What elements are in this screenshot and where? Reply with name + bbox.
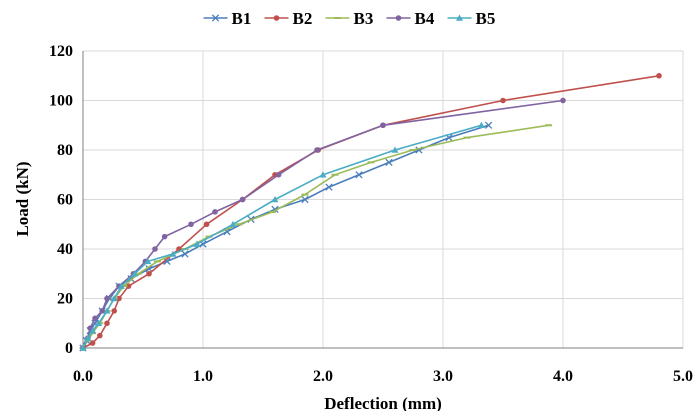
data-point-b2 — [104, 320, 110, 327]
data-point-b1 — [325, 183, 333, 191]
series-line-b3 — [82, 124, 549, 349]
data-point-b4 — [188, 221, 194, 228]
x-tick-label: 3.0 — [433, 368, 453, 385]
legend-label-b2: B2 — [293, 9, 313, 28]
data-point-b1 — [385, 158, 393, 167]
series-b2 — [80, 72, 662, 351]
y-tick-label: 120 — [49, 43, 73, 60]
data-point-b5 — [271, 196, 279, 203]
data-point-b5 — [117, 282, 125, 289]
series-line-b5 — [82, 124, 482, 349]
legend-item-b5: B5 — [447, 9, 496, 28]
y-tick-label: 40 — [57, 241, 73, 258]
data-point-b2 — [125, 283, 132, 289]
data-point-b2 — [656, 72, 662, 79]
data-point-b4 — [212, 209, 218, 215]
data-point-b5 — [319, 171, 327, 178]
data-point-b5 — [103, 307, 111, 314]
data-point-b1 — [484, 121, 493, 129]
data-point-b2 — [500, 97, 506, 104]
data-point-b1 — [145, 265, 153, 273]
data-point-b1 — [181, 250, 189, 258]
data-point-b4 — [161, 233, 168, 240]
data-point-b5 — [193, 240, 201, 247]
legend-item-b2: B2 — [264, 9, 313, 28]
data-point-b2 — [111, 308, 117, 314]
legend-marker-b1 — [211, 14, 220, 22]
data-point-b2 — [97, 332, 103, 339]
axes: 0 20 40 60 80 100 120 0.0 1.0 2.0 3.0 4.0 5.0 — [49, 43, 693, 385]
legend-item-b3: B3 — [325, 9, 374, 28]
legend-item-b4: B4 — [386, 9, 435, 28]
data-point-b5 — [169, 250, 177, 257]
y-axis-title: Load (kN) — [13, 161, 32, 236]
x-tick-label: 2.0 — [313, 368, 333, 385]
series-line-b2 — [82, 75, 660, 349]
data-point-b5 — [477, 121, 485, 129]
grid — [83, 50, 684, 348]
data-point-b2 — [89, 340, 96, 346]
y-tick-label: 20 — [57, 291, 73, 308]
data-point-b4 — [92, 315, 98, 322]
data-point-b4 — [99, 308, 105, 314]
x-tick-label: 1.0 — [193, 368, 213, 385]
data-point-b2 — [116, 295, 122, 302]
x-axis-title: Deflection (mm) — [324, 394, 442, 411]
y-tick-label: 100 — [49, 93, 73, 110]
data-point-b5 — [391, 146, 399, 153]
data-point-b1 — [301, 195, 309, 204]
legend-marker-b5 — [456, 14, 463, 21]
data-point-b4 — [104, 295, 110, 302]
legend-label-b4: B4 — [415, 9, 435, 28]
y-tick-label: 60 — [57, 192, 73, 209]
series-b3 — [79, 124, 553, 349]
data-point-b5 — [229, 220, 237, 228]
data-point-b4 — [239, 196, 246, 203]
data-point-b1 — [163, 257, 171, 266]
y-tick-label: 80 — [57, 142, 73, 159]
data-point-b4 — [314, 147, 320, 153]
legend-item-b1: B1 — [203, 9, 252, 28]
legend: B1 B2 B3 B4 B5 — [203, 9, 496, 28]
data-point-b5 — [89, 327, 97, 334]
data-point-b2 — [146, 270, 152, 277]
data-point-b5 — [95, 319, 103, 327]
data-point-b5 — [131, 270, 139, 277]
data-point-b2 — [203, 221, 210, 228]
legend-marker-b4 — [395, 15, 402, 21]
data-point-b5 — [144, 257, 152, 265]
series-line-b1 — [82, 124, 489, 349]
x-tick-label: 0.0 — [73, 368, 93, 385]
x-tick-label: 5.0 — [673, 368, 693, 385]
data-point-b5 — [84, 334, 92, 341]
legend-label-b3: B3 — [354, 9, 374, 28]
data-point-b5 — [110, 295, 118, 302]
data-point-b4 — [275, 171, 282, 178]
series-b1 — [79, 121, 493, 352]
y-tick-label: 0 — [65, 340, 73, 357]
data-point-b4 — [152, 246, 158, 252]
data-point-b4 — [560, 97, 566, 104]
series-b5 — [79, 121, 485, 351]
x-tick-label: 4.0 — [553, 368, 573, 385]
legend-label-b5: B5 — [476, 9, 496, 28]
data-point-b1 — [355, 171, 363, 179]
series-layer — [79, 72, 662, 352]
legend-marker-b2 — [273, 15, 280, 21]
legend-label-b1: B1 — [232, 9, 252, 28]
data-point-b4 — [380, 122, 386, 129]
data-point-b5 — [79, 344, 87, 351]
